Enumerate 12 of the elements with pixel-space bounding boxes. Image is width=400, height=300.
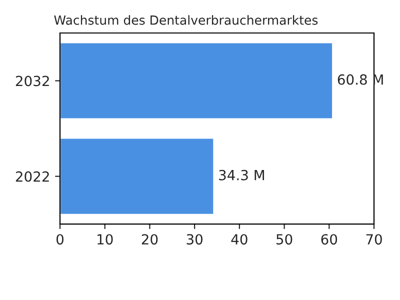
x-tick-label: 60 [321, 234, 338, 245]
data-label: 34.3 M [219, 170, 264, 180]
x-tick-label: 0 [56, 234, 64, 245]
x-tick-label: 30 [186, 234, 202, 245]
x-tick-label: 70 [366, 234, 382, 245]
x-tick-label: 20 [142, 234, 158, 245]
y-tick-label: 2032 [16, 76, 49, 86]
chart-title: Wachstum des Dentalverbrauchermarktes [54, 15, 318, 25]
x-tick-label: 50 [276, 234, 292, 245]
x-tick-label: 40 [231, 234, 248, 245]
y-tick-label: 2022 [16, 171, 49, 182]
x-tick-label: 10 [98, 234, 113, 245]
